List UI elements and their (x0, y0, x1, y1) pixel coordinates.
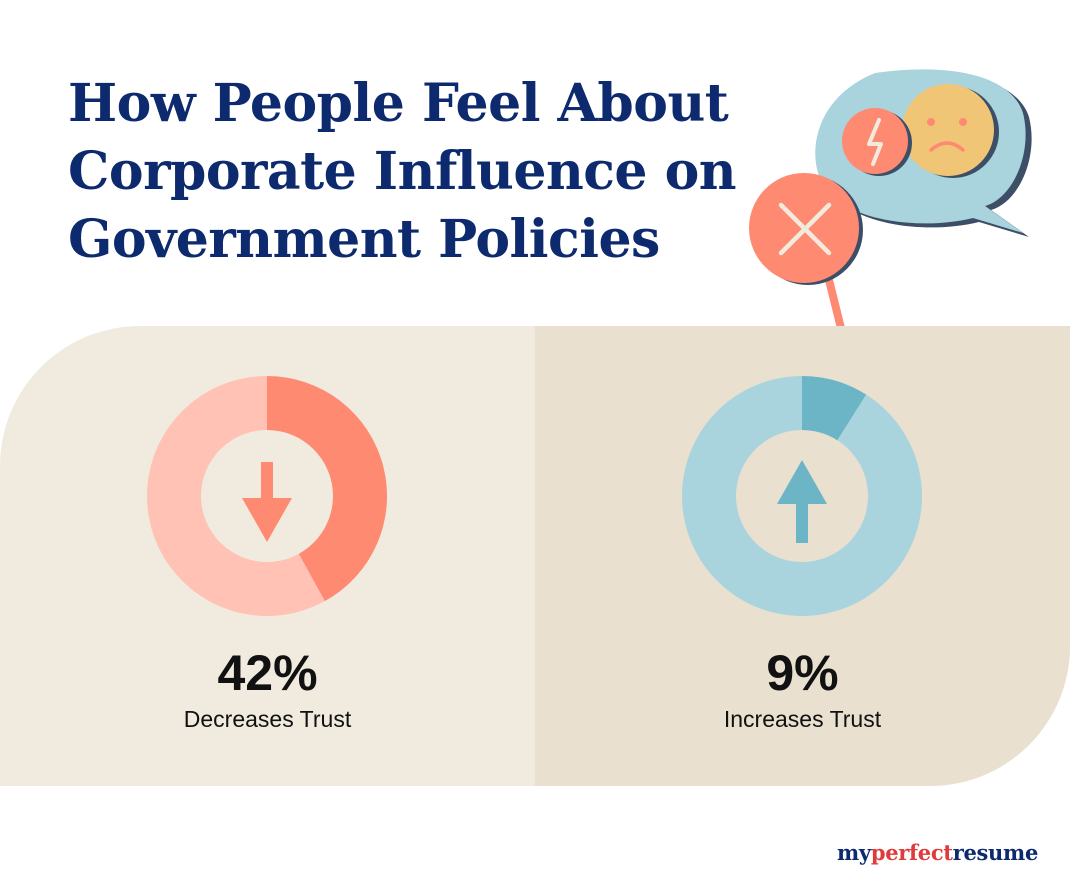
title-line-1: How People Feel About (68, 73, 729, 134)
decrease-percentage: 42% (217, 645, 318, 701)
illustration (749, 69, 1032, 330)
increase-percentage: 9% (766, 645, 839, 701)
increase-label: Increases Trust (723, 706, 882, 732)
stats-panel: 42% Decreases Trust 9% Increases Trust (0, 326, 1070, 786)
page-title: How People Feel About Corporate Influenc… (68, 70, 768, 274)
decrease-donut-chart (147, 376, 387, 616)
x-sign-icon (749, 173, 863, 330)
brand-logo: myperfectresume (837, 840, 1038, 865)
title-line-2: Corporate Influence on (68, 141, 737, 202)
logo-part-resume: resume (952, 840, 1039, 865)
logo-part-my: my (836, 840, 871, 865)
lightning-icon (842, 108, 912, 176)
arrow-down-icon (242, 462, 292, 542)
increase-donut-chart (682, 376, 922, 616)
decrease-label: Decreases Trust (183, 706, 352, 732)
arrow-up-icon (777, 460, 827, 543)
title-line-3: Government Policies (68, 209, 660, 270)
logo-part-perfect: perfect (870, 840, 953, 865)
sad-face-icon (902, 84, 999, 178)
